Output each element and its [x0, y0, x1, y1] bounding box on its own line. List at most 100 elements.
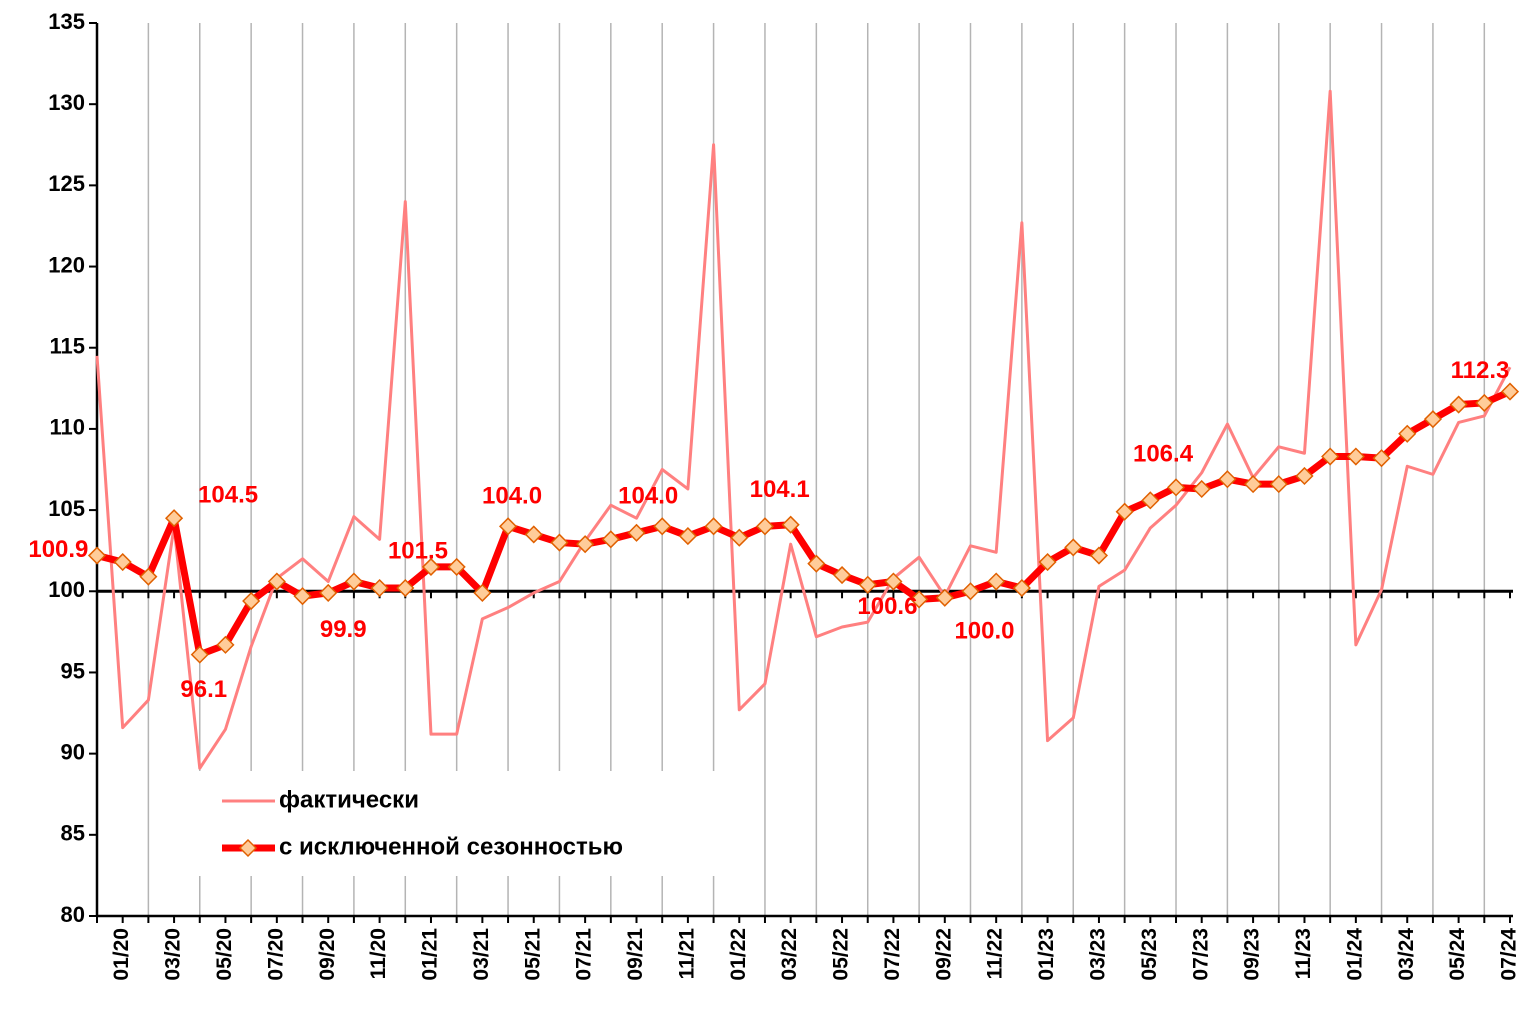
marker [1475, 393, 1494, 412]
marker [781, 515, 800, 534]
marker [1398, 424, 1417, 443]
data-label: 106.4 [1133, 441, 1194, 468]
data-label: 104.0 [618, 483, 678, 510]
y-tick-label: 105 [48, 496, 85, 521]
y-tick-label: 80 [61, 902, 85, 927]
marker [370, 578, 389, 598]
x-tick-label: 07/23 [1189, 928, 1212, 981]
marker [113, 552, 132, 572]
x-tick-label: 01/23 [1035, 928, 1058, 981]
marker [165, 509, 184, 528]
marker [1244, 475, 1263, 494]
x-tick-label: 03/20 [162, 928, 185, 981]
data-label: 104.0 [482, 483, 542, 510]
marker [1192, 479, 1211, 499]
y-tick-label: 110 [50, 415, 86, 440]
x-tick-label: 09/23 [1241, 928, 1264, 981]
x-tick-label: 07/21 [573, 928, 596, 981]
data-label: 99.9 [320, 616, 367, 643]
x-tick-label: 07/22 [881, 928, 904, 981]
x-tick-label: 11/20 [367, 928, 390, 979]
x-tick-label: 01/22 [727, 928, 750, 981]
legend-box [197, 771, 757, 876]
marker [704, 517, 723, 536]
data-label: 104.5 [198, 482, 258, 509]
marker [473, 583, 492, 602]
marker [987, 572, 1006, 591]
data-label: 104.1 [750, 476, 810, 503]
data-label: 101.5 [388, 537, 448, 564]
marker [396, 578, 415, 598]
marker [601, 530, 620, 549]
y-tick-label: 120 [48, 252, 85, 277]
marker [755, 517, 775, 536]
y-tick-label: 100 [48, 577, 85, 602]
y-tick-label: 135 [48, 9, 85, 34]
marker [344, 572, 363, 591]
marker [1141, 491, 1160, 510]
x-tick-label: 01/21 [419, 928, 442, 981]
marker [910, 590, 929, 609]
y-tick-label: 125 [48, 171, 85, 196]
x-tick-label: 09/22 [932, 928, 955, 981]
marker [961, 582, 980, 601]
marker [1295, 466, 1314, 486]
x-tick-label: 07/20 [264, 928, 287, 981]
x-tick-label: 01/20 [110, 928, 133, 981]
marker [498, 517, 518, 536]
marker [730, 528, 749, 547]
marker [627, 523, 646, 542]
legend-label: с исключенной сезонностью [279, 833, 623, 860]
marker [293, 587, 312, 606]
data-label: 100.0 [954, 618, 1014, 645]
x-tick-label: 05/22 [830, 928, 853, 981]
marker [1346, 447, 1365, 466]
x-tick-label: 05/20 [213, 928, 236, 981]
x-tick-label: 07/24 [1498, 928, 1521, 981]
series-line [96, 388, 1512, 659]
x-tick-label: 05/23 [1138, 928, 1161, 981]
marker [550, 533, 569, 552]
x-tick-label: 03/21 [470, 928, 493, 981]
marker [1500, 382, 1520, 401]
marker [447, 557, 466, 576]
x-tick-label: 05/21 [521, 928, 544, 981]
data-label: 100.9 [28, 536, 88, 563]
marker [524, 525, 543, 544]
x-tick-label: 11/22 [984, 928, 1007, 979]
marker [1166, 478, 1186, 497]
marker [1064, 538, 1083, 557]
marker [242, 591, 261, 611]
x-tick-label: 03/24 [1395, 928, 1418, 981]
marker [216, 635, 235, 654]
marker [935, 588, 954, 607]
x-tick-label: 05/24 [1446, 928, 1469, 981]
marker [319, 583, 338, 602]
marker [421, 557, 441, 576]
x-tick-label: 09/20 [316, 928, 339, 981]
marker [267, 572, 286, 591]
data-label: 96.1 [180, 676, 227, 703]
marker [1038, 552, 1057, 572]
data-label: 100.6 [857, 593, 917, 620]
marker [1321, 447, 1340, 466]
legend-marker [238, 838, 258, 858]
marker [807, 554, 826, 573]
marker [653, 517, 672, 536]
y-tick-label: 85 [61, 821, 85, 846]
x-tick-label: 03/22 [778, 928, 801, 981]
series-line [95, 89, 1512, 770]
marker [678, 527, 697, 546]
y-tick-label: 115 [50, 334, 86, 359]
marker [1423, 410, 1442, 429]
marker [1269, 475, 1288, 494]
y-tick-label: 95 [61, 658, 85, 683]
marker [1115, 502, 1134, 521]
x-tick-label: 09/21 [624, 928, 647, 981]
x-tick-label: 11/21 [675, 928, 698, 980]
x-tick-label: 01/24 [1343, 928, 1366, 981]
y-tick-label: 130 [48, 90, 85, 115]
marker [190, 645, 209, 664]
marker [884, 572, 903, 591]
